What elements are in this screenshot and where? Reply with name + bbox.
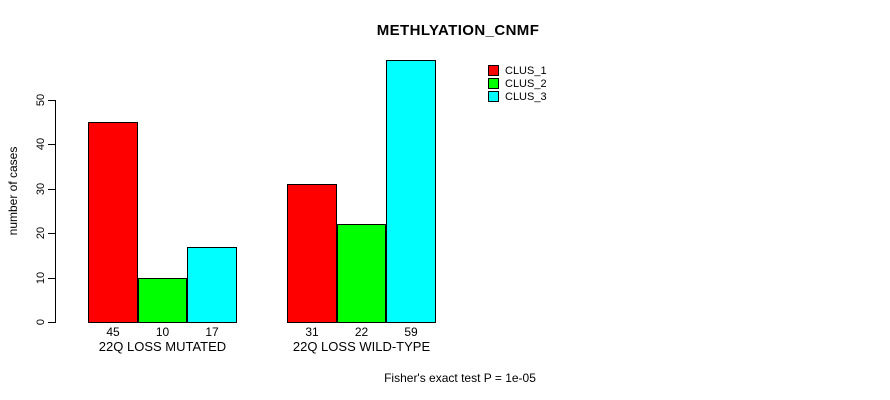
bar-clus_3-group-0 — [187, 247, 237, 323]
legend-label-clus_2: CLUS_2 — [505, 77, 547, 90]
bar-value-label-clus_1-group-1: 31 — [305, 325, 319, 339]
y-tick-mark-20 — [48, 233, 55, 235]
y-tick-mark-30 — [48, 188, 55, 190]
legend-item-clus_2: CLUS_2 — [488, 77, 547, 90]
group-label-0: 22Q LOSS MUTATED — [98, 339, 227, 354]
bar-clus_2-group-1 — [337, 224, 386, 323]
legend-label-clus_3: CLUS_3 — [505, 90, 547, 103]
y-tick-mark-50 — [48, 100, 55, 101]
bar-clus_2-group-0 — [138, 278, 187, 323]
y-tick-mark-40 — [48, 144, 55, 146]
bar-clus_1-group-0 — [88, 122, 138, 323]
legend-swatch-clus_2 — [488, 78, 499, 89]
bar-value-label-clus_3-group-1: 59 — [404, 325, 418, 339]
bar-value-label-clus_2-group-1: 22 — [354, 325, 369, 339]
chart-title: METHLYATION_CNMF — [376, 22, 540, 39]
group-label-1: 22Q LOSS WILD-TYPE — [292, 339, 431, 354]
legend-item-clus_1: CLUS_1 — [488, 64, 547, 77]
y-tick-mark-10 — [48, 277, 55, 279]
bar-value-label-clus_2-group-0: 10 — [155, 325, 170, 339]
bar-clus_1-group-1 — [287, 184, 337, 323]
legend-swatch-clus_3 — [488, 91, 499, 102]
legend: CLUS_1 CLUS_2 CLUS_3 — [488, 64, 547, 103]
bar-value-label-clus_1-group-0: 45 — [106, 325, 120, 339]
y-axis-line — [55, 100, 56, 323]
bar-clus_3-group-1 — [386, 60, 436, 323]
bar-value-label-clus_3-group-0: 17 — [205, 325, 219, 339]
legend-item-clus_3: CLUS_3 — [488, 90, 547, 103]
y-tick-mark-0 — [48, 322, 55, 323]
legend-label-clus_1: CLUS_1 — [505, 64, 547, 77]
fisher-test-annotation: Fisher's exact test P = 1e-05 — [384, 371, 536, 385]
legend-swatch-clus_1 — [488, 65, 499, 76]
